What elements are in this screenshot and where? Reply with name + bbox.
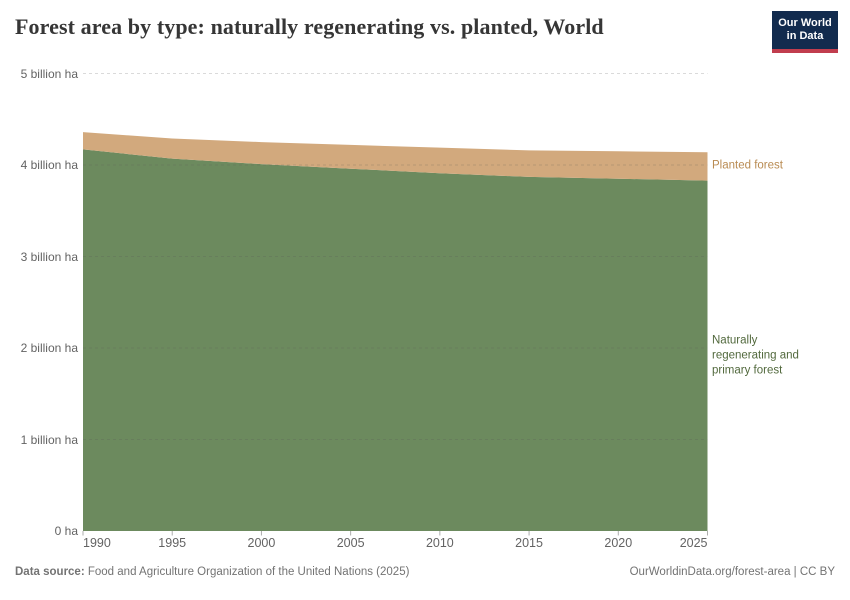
series-label-natural[interactable]: Naturally regenerating and primary fores…: [712, 334, 799, 377]
y-axis-label: 1 billion ha: [20, 432, 78, 447]
series-area-natural[interactable]: [83, 149, 708, 531]
y-axis-label: 4 billion ha: [20, 158, 78, 172]
x-axis-label: 1990: [83, 536, 111, 550]
y-axis-label: 0 ha: [54, 524, 78, 538]
y-axis-label: 3 billion ha: [20, 249, 78, 264]
y-axis-label: 5 billion ha: [20, 66, 78, 81]
data-source-text: Food and Agriculture Organization of the…: [84, 566, 410, 578]
x-axis-label: 1995: [158, 536, 187, 550]
x-axis-label: 2010: [425, 536, 454, 550]
x-axis-label: 2015: [515, 536, 543, 550]
y-axis-label: 2 billion ha: [20, 341, 78, 355]
x-axis-label: 2020: [604, 536, 633, 550]
x-axis-label: 2025: [679, 536, 708, 550]
series-area-planted[interactable]: [83, 132, 708, 181]
series-label-planted[interactable]: Planted forest: [712, 159, 783, 172]
owid-logo[interactable]: Our World in Data: [772, 11, 838, 53]
owid-logo-line1: Our World: [778, 17, 832, 29]
data-source-prefix: Data source:: [15, 566, 85, 578]
x-axis-label: 2005: [336, 536, 365, 550]
owid-logo-line2: in Data: [786, 30, 824, 42]
chart-footer: Data source: Food and Agriculture Organi…: [0, 566, 850, 578]
chart-title: Forest area by type: naturally regenerat…: [15, 14, 604, 39]
credit-link[interactable]: OurWorldinData.org/forest-area | CC BY: [629, 566, 835, 578]
x-axis-label: 2000: [247, 536, 276, 550]
data-source-note[interactable]: Data source: Food and Agriculture Organi…: [15, 566, 409, 578]
